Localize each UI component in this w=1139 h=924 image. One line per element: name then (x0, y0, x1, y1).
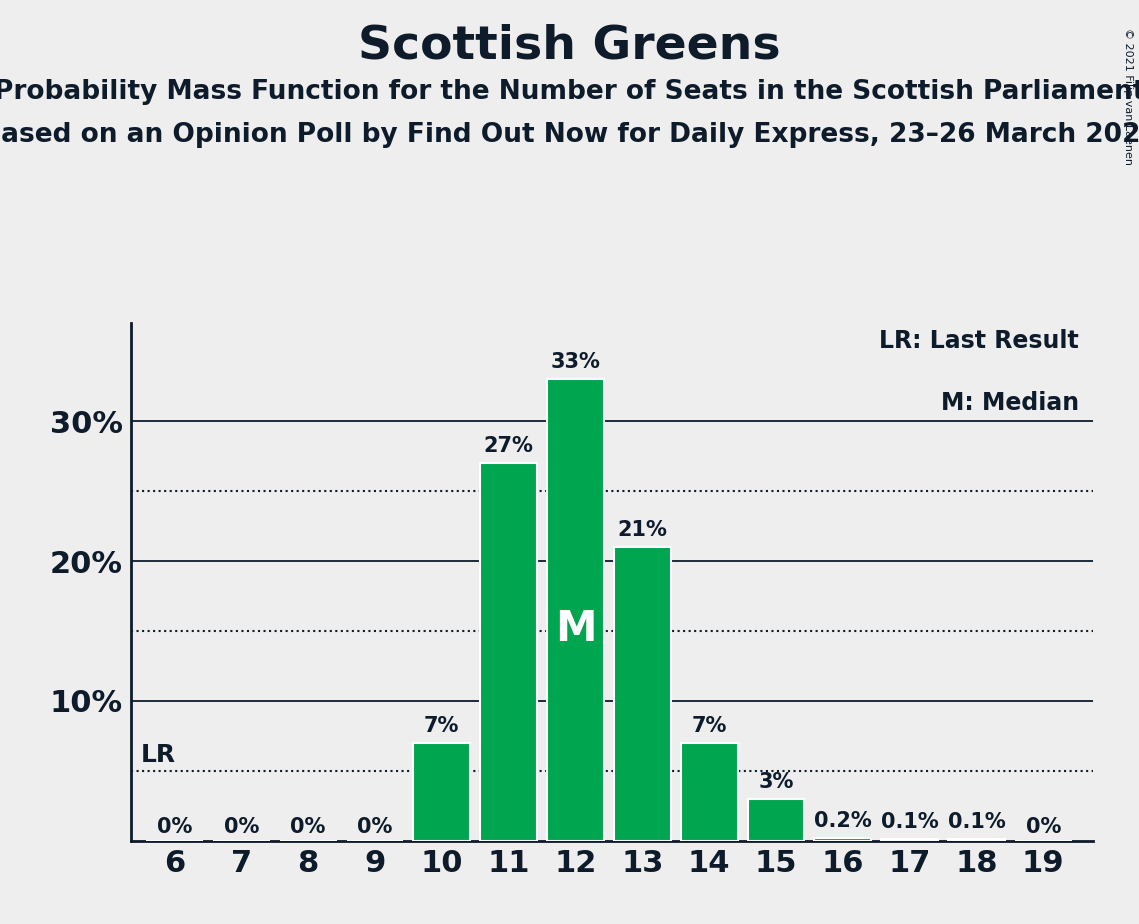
Bar (413, 743, 470, 841)
Text: 0.1%: 0.1% (948, 812, 1006, 833)
Text: M: Median: M: Median (941, 391, 1079, 415)
Text: 0%: 0% (290, 817, 326, 836)
Bar (681, 743, 738, 841)
Bar (747, 799, 804, 841)
Text: 27%: 27% (484, 436, 533, 456)
Text: LR: Last Result: LR: Last Result (879, 329, 1079, 353)
Text: 0.1%: 0.1% (880, 812, 939, 833)
Text: M: M (555, 608, 596, 650)
Text: 21%: 21% (617, 520, 667, 541)
Text: 0.2%: 0.2% (814, 811, 871, 831)
Text: © 2021 Filip van Laenen: © 2021 Filip van Laenen (1123, 28, 1133, 164)
Text: 33%: 33% (550, 352, 600, 372)
Text: LR: LR (141, 743, 177, 767)
Text: 7%: 7% (424, 716, 459, 736)
Bar (614, 547, 671, 841)
Text: 0%: 0% (1025, 817, 1062, 836)
Bar (814, 838, 871, 841)
Text: 3%: 3% (759, 772, 794, 792)
Text: 0%: 0% (223, 817, 259, 836)
Text: Based on an Opinion Poll by Find Out Now for Daily Express, 23–26 March 2021: Based on an Opinion Poll by Find Out Now… (0, 122, 1139, 148)
Bar (547, 380, 604, 841)
Text: Scottish Greens: Scottish Greens (358, 23, 781, 68)
Bar (882, 839, 939, 841)
Bar (481, 463, 536, 841)
Text: Probability Mass Function for the Number of Seats in the Scottish Parliament: Probability Mass Function for the Number… (0, 79, 1139, 104)
Text: 0%: 0% (157, 817, 192, 836)
Text: 7%: 7% (691, 716, 727, 736)
Text: 0%: 0% (358, 817, 393, 836)
Bar (948, 839, 1005, 841)
